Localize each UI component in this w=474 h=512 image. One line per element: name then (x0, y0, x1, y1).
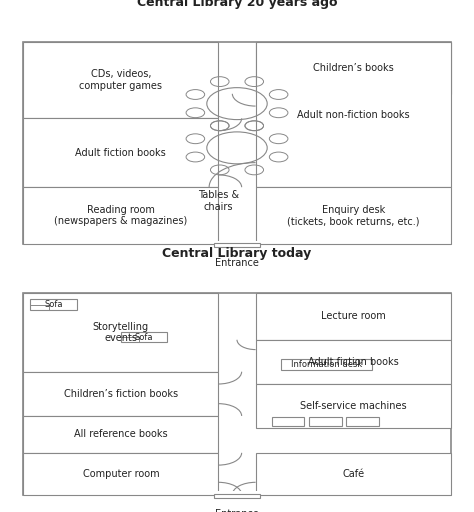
Bar (255, 42, 451, 187)
Text: Storytelling
events: Storytelling events (93, 322, 149, 343)
Bar (214, 243, 260, 247)
Text: Sofa: Sofa (135, 333, 154, 342)
Bar (23, 118, 219, 187)
Title: Central Library 20 years ago: Central Library 20 years ago (137, 0, 337, 9)
Text: Adult fiction books: Adult fiction books (75, 148, 166, 158)
Text: Self-service machines: Self-service machines (300, 401, 406, 411)
Bar (255, 293, 451, 340)
Text: Enquiry desk
(tickets, book returns, etc.): Enquiry desk (tickets, book returns, etc… (287, 205, 419, 226)
Bar (309, 417, 341, 426)
Bar (30, 299, 77, 310)
Text: Lecture room: Lecture room (321, 311, 385, 322)
Text: Entrance: Entrance (215, 259, 259, 268)
Text: Children’s books: Children’s books (313, 63, 393, 73)
Bar (346, 417, 379, 426)
Bar (214, 494, 260, 498)
Bar (23, 372, 219, 416)
Bar (255, 340, 451, 384)
Bar (23, 42, 451, 244)
Bar (255, 42, 451, 94)
Bar (23, 293, 219, 372)
Bar (272, 417, 304, 426)
Bar (255, 453, 451, 495)
Text: Café: Café (342, 468, 364, 479)
Bar (23, 187, 219, 244)
Bar (23, 416, 219, 453)
Text: Adult fiction books: Adult fiction books (308, 357, 399, 367)
Bar (214, 492, 260, 495)
Bar (121, 332, 167, 342)
Text: Information desk: Information desk (291, 360, 362, 370)
Text: Tables &
chairs: Tables & chairs (198, 190, 239, 212)
Bar (214, 241, 260, 244)
Text: Adult non-fiction books: Adult non-fiction books (297, 110, 410, 120)
Bar (23, 453, 219, 495)
Text: Children’s fiction books: Children’s fiction books (64, 389, 178, 399)
Text: CDs, videos,
computer games: CDs, videos, computer games (79, 70, 163, 91)
Bar (23, 42, 219, 118)
Bar (23, 293, 451, 495)
Text: Reading room
(newspapers & magazines): Reading room (newspapers & magazines) (54, 205, 188, 226)
Text: Entrance: Entrance (215, 509, 259, 512)
Title: Central Library today: Central Library today (163, 247, 311, 260)
Bar (255, 384, 451, 428)
Text: Computer room: Computer room (82, 468, 159, 479)
Bar (255, 187, 451, 244)
Text: Sofa: Sofa (44, 300, 63, 309)
Bar (281, 359, 372, 371)
Text: All reference books: All reference books (74, 430, 168, 439)
